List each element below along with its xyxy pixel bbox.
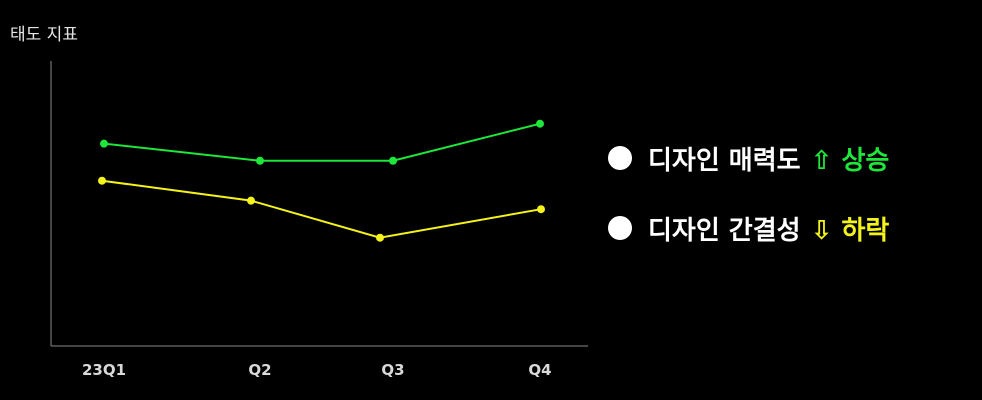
y-axis-label: 태도 지표 <box>10 25 78 45</box>
data-point <box>256 156 264 165</box>
series-line <box>101 179 542 239</box>
series-line <box>103 122 541 162</box>
arrow-down-icon: ⇩ <box>810 215 833 246</box>
data-point <box>98 176 106 185</box>
trend-down-indicator: ⇩ 하락 <box>811 210 890 247</box>
legend-item-design-appeal: 디자인 매력도 ⇧ 상승 <box>608 138 889 178</box>
legend-label: 디자인 매력도 <box>648 145 801 176</box>
x-tick-label: Q2 <box>248 361 271 379</box>
legend-item-design-simplicity: 디자인 간결성 ⇩ 하락 <box>608 208 889 248</box>
trend-label: 상승 <box>841 145 890 176</box>
trend-up-indicator: ⇧ 상승 <box>811 140 890 177</box>
bullet-dot-icon <box>608 216 632 240</box>
x-tick-label: Q3 <box>381 361 404 379</box>
data-point <box>376 233 384 242</box>
data-point <box>537 205 545 214</box>
trend-label: 하락 <box>841 215 890 246</box>
arrow-up-icon: ⇧ <box>810 145 833 176</box>
legend: 디자인 매력도 ⇧ 상승 디자인 간결성 ⇩ 하락 <box>608 138 889 248</box>
data-point <box>389 156 397 165</box>
line-chart: 23Q1 Q2 Q3 Q4 <box>50 61 588 379</box>
x-tick-label: Q4 <box>528 361 551 379</box>
legend-label: 디자인 간결성 <box>648 215 801 246</box>
data-point <box>536 119 544 128</box>
x-tick-label: 23Q1 <box>82 361 126 379</box>
bullet-dot-icon <box>608 146 632 170</box>
data-point <box>100 139 108 148</box>
data-point <box>247 196 255 205</box>
